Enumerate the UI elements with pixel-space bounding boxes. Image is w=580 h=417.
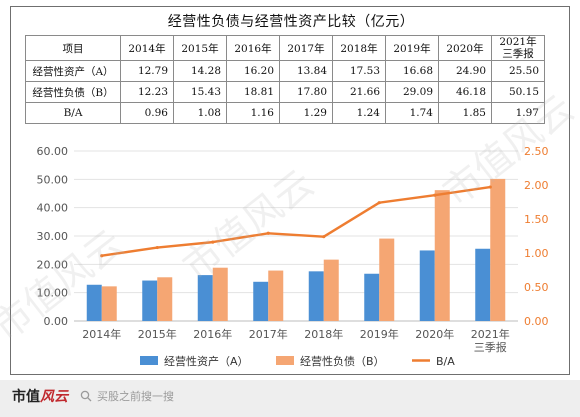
table-col-header: 2020年 xyxy=(438,35,492,61)
ratio-point xyxy=(322,235,326,239)
left-axis-tick-label: 30.00 xyxy=(37,230,69,243)
left-axis-tick-label: 0.00 xyxy=(44,315,69,328)
brand-prefix: 市值 xyxy=(12,389,40,405)
bar-liabilities xyxy=(379,238,395,321)
footer-bar: 市值风云 买股之前搜一搜 xyxy=(0,380,580,417)
right-axis-tick-label: 2.00 xyxy=(524,179,549,192)
brand-script: 风云 xyxy=(40,389,68,405)
left-axis-tick-label: 20.00 xyxy=(37,258,69,271)
ratio-point xyxy=(488,185,492,189)
x-axis-tick-label: 2017年 xyxy=(249,327,288,341)
x-axis-tick-label: 2021年 xyxy=(471,327,510,341)
table-header-label: 项目 xyxy=(25,35,121,61)
x-axis-tick-label: 2015年 xyxy=(138,327,177,341)
right-axis-tick-label: 2.50 xyxy=(524,145,549,158)
legend-swatch-liabilities xyxy=(276,356,294,365)
x-axis-tick-label: 2018年 xyxy=(304,327,343,341)
cell-value: 1.24 xyxy=(332,102,386,124)
right-axis-tick-label: 1.50 xyxy=(524,213,549,226)
data-table: 项目 2014年 2015年 2016年 2017年 2018年 2019年 2… xyxy=(25,35,545,124)
legend-label: 经营性资产（A） xyxy=(164,354,249,368)
cell-value: 1.16 xyxy=(226,102,280,124)
legend-label: 经营性负债（B） xyxy=(300,354,385,368)
bar-liabilities xyxy=(268,270,284,321)
brand-logo: 市值风云 xyxy=(12,386,68,406)
bar-assets xyxy=(419,250,435,321)
left-axis-tick-label: 10.00 xyxy=(37,287,69,300)
table-col-header: 2015年 xyxy=(173,35,227,61)
bar-assets xyxy=(142,280,158,321)
bar-liabilities xyxy=(323,259,339,321)
bar-liabilities xyxy=(157,277,173,321)
row-label: 经营性资产（A） xyxy=(25,60,121,82)
search-box[interactable]: 买股之前搜一搜 xyxy=(80,388,174,404)
cell-value: 1.97 xyxy=(491,102,545,124)
cell-value: 25.50 xyxy=(491,60,545,82)
ratio-point xyxy=(211,240,215,244)
x-axis-tick-label: 2019年 xyxy=(360,327,399,341)
combo-chart: 0.00 10.00 20.00 30.00 40.00 50.00 60.00 0.00 0.… xyxy=(37,145,549,368)
x-axis-tick-label: 2020年 xyxy=(415,327,454,341)
ratio-point xyxy=(377,201,381,205)
left-axis-tick-label: 60.00 xyxy=(37,145,69,158)
left-axis-tick-label: 40.00 xyxy=(37,202,69,215)
bar-liabilities xyxy=(490,178,506,321)
bar-assets xyxy=(253,281,269,321)
search-text: 买股之前搜一搜 xyxy=(97,390,174,403)
table-col-header-line2: 三季报 xyxy=(502,48,534,60)
bar-assets xyxy=(364,273,380,321)
table-col-header-line1: 2021年 xyxy=(499,36,537,48)
table-row-ratio: B/A 0.96 1.08 1.16 1.29 1.24 1.74 1.85 1… xyxy=(25,102,545,124)
cell-value: 15.43 xyxy=(173,81,227,103)
cell-value: 12.23 xyxy=(120,81,174,103)
bar-liabilities xyxy=(434,190,450,321)
ratio-point xyxy=(155,245,159,250)
table-row-assets: 经营性资产（A） 12.79 14.28 16.20 13.84 17.53 1… xyxy=(25,60,545,82)
x-axis-tick-label: 2014年 xyxy=(82,327,121,341)
cell-value: 1.29 xyxy=(279,102,333,124)
legend-label: B/A xyxy=(436,355,455,368)
right-axis-tick-label: 0.00 xyxy=(524,315,549,328)
ratio-point xyxy=(266,231,270,235)
chart-frame: 经营性负债与经营性资产比较（亿元） 项目 2014年 2015年 2016年 2… xyxy=(10,6,570,375)
legend-swatch-assets xyxy=(140,356,158,365)
search-icon xyxy=(80,390,92,402)
right-axis-tick-label: 1.00 xyxy=(524,247,549,260)
ratio-line xyxy=(101,185,491,257)
right-axis-tick-label: 0.50 xyxy=(524,281,549,294)
bar-assets xyxy=(308,271,324,321)
chart-title: 经营性负债与经营性资产比较（亿元） xyxy=(167,14,415,30)
ratio-point xyxy=(100,254,104,258)
left-axis-tick-label: 50.00 xyxy=(37,173,69,186)
x-axis-tick-label: 三季报 xyxy=(474,340,507,354)
bar-assets xyxy=(86,284,102,321)
cell-value: 21.66 xyxy=(332,81,386,103)
bar-assets xyxy=(475,248,491,321)
bar-liabilities xyxy=(101,286,117,321)
cell-value: 16.20 xyxy=(226,60,280,82)
table-header-row: 项目 2014年 2015年 2016年 2017年 2018年 2019年 2… xyxy=(25,35,545,61)
cell-value: 12.79 xyxy=(120,60,174,82)
x-axis-tick-label: 2016年 xyxy=(193,327,232,341)
cell-value: 1.85 xyxy=(438,102,492,124)
ratio-point xyxy=(433,193,437,197)
cell-value: 1.08 xyxy=(173,102,227,124)
bar-liabilities xyxy=(212,267,228,321)
table-col-header: 2018年 xyxy=(332,35,386,61)
bar-assets xyxy=(197,275,213,321)
cell-value: 0.96 xyxy=(120,102,174,124)
table-col-header: 2019年 xyxy=(385,35,439,61)
table-col-header-2021: 2021年 三季报 xyxy=(491,35,545,61)
